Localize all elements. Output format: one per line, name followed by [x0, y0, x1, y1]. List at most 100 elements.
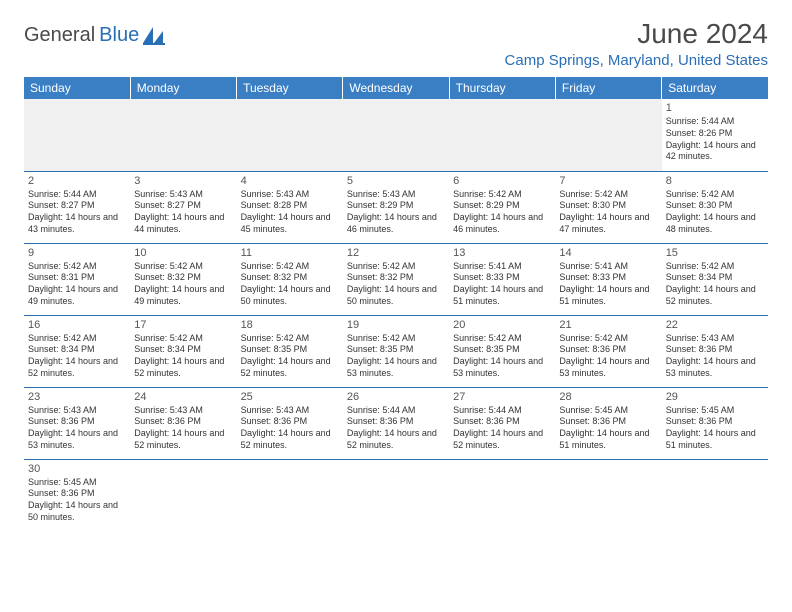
day-details: Sunrise: 5:45 AMSunset: 8:36 PMDaylight:…: [666, 405, 764, 452]
day-number: 16: [28, 318, 126, 332]
day-details: Sunrise: 5:44 AMSunset: 8:36 PMDaylight:…: [347, 405, 445, 452]
calendar-cell: 19Sunrise: 5:42 AMSunset: 8:35 PMDayligh…: [343, 315, 449, 387]
day-number: 20: [453, 318, 551, 332]
calendar-cell-empty: [237, 459, 343, 531]
day-details: Sunrise: 5:43 AMSunset: 8:36 PMDaylight:…: [134, 405, 232, 452]
day-number: 19: [347, 318, 445, 332]
day-details: Sunrise: 5:42 AMSunset: 8:35 PMDaylight:…: [347, 333, 445, 380]
day-details: Sunrise: 5:42 AMSunset: 8:34 PMDaylight:…: [666, 261, 764, 308]
day-details: Sunrise: 5:42 AMSunset: 8:32 PMDaylight:…: [347, 261, 445, 308]
calendar-cell: 3Sunrise: 5:43 AMSunset: 8:27 PMDaylight…: [130, 171, 236, 243]
day-details: Sunrise: 5:42 AMSunset: 8:32 PMDaylight:…: [134, 261, 232, 308]
day-number: 10: [134, 246, 232, 260]
day-details: Sunrise: 5:42 AMSunset: 8:36 PMDaylight:…: [559, 333, 657, 380]
calendar-row: 30Sunrise: 5:45 AMSunset: 8:36 PMDayligh…: [24, 459, 768, 531]
day-number: 26: [347, 390, 445, 404]
calendar-cell: 2Sunrise: 5:44 AMSunset: 8:27 PMDaylight…: [24, 171, 130, 243]
weekday-header: Tuesday: [237, 77, 343, 99]
day-details: Sunrise: 5:43 AMSunset: 8:28 PMDaylight:…: [241, 189, 339, 236]
day-number: 6: [453, 174, 551, 188]
day-details: Sunrise: 5:45 AMSunset: 8:36 PMDaylight:…: [28, 477, 126, 524]
day-number: 22: [666, 318, 764, 332]
calendar-cell: 5Sunrise: 5:43 AMSunset: 8:29 PMDaylight…: [343, 171, 449, 243]
header: GeneralBlue June 2024 Camp Springs, Mary…: [24, 18, 768, 69]
calendar-cell-empty: [130, 99, 236, 171]
calendar-cell: 13Sunrise: 5:41 AMSunset: 8:33 PMDayligh…: [449, 243, 555, 315]
day-details: Sunrise: 5:43 AMSunset: 8:36 PMDaylight:…: [28, 405, 126, 452]
calendar-cell: 27Sunrise: 5:44 AMSunset: 8:36 PMDayligh…: [449, 387, 555, 459]
day-number: 13: [453, 246, 551, 260]
calendar-cell-empty: [449, 99, 555, 171]
calendar-cell: 14Sunrise: 5:41 AMSunset: 8:33 PMDayligh…: [555, 243, 661, 315]
logo-text-blue: Blue: [99, 24, 139, 47]
day-number: 11: [241, 246, 339, 260]
title-block: June 2024 Camp Springs, Maryland, United…: [505, 18, 768, 69]
month-title: June 2024: [505, 18, 768, 50]
calendar-cell: 9Sunrise: 5:42 AMSunset: 8:31 PMDaylight…: [24, 243, 130, 315]
calendar-cell: 25Sunrise: 5:43 AMSunset: 8:36 PMDayligh…: [237, 387, 343, 459]
weekday-header: Wednesday: [343, 77, 449, 99]
day-number: 18: [241, 318, 339, 332]
calendar-cell: 21Sunrise: 5:42 AMSunset: 8:36 PMDayligh…: [555, 315, 661, 387]
day-details: Sunrise: 5:44 AMSunset: 8:27 PMDaylight:…: [28, 189, 126, 236]
calendar-cell-empty: [237, 99, 343, 171]
day-number: 24: [134, 390, 232, 404]
logo: GeneralBlue: [24, 24, 165, 47]
calendar-cell-empty: [24, 99, 130, 171]
calendar-cell: 15Sunrise: 5:42 AMSunset: 8:34 PMDayligh…: [662, 243, 768, 315]
location: Camp Springs, Maryland, United States: [505, 52, 768, 69]
day-details: Sunrise: 5:44 AMSunset: 8:36 PMDaylight:…: [453, 405, 551, 452]
calendar-cell: 8Sunrise: 5:42 AMSunset: 8:30 PMDaylight…: [662, 171, 768, 243]
weekday-header: Monday: [130, 77, 236, 99]
calendar-cell: 22Sunrise: 5:43 AMSunset: 8:36 PMDayligh…: [662, 315, 768, 387]
sail-icon: [143, 27, 165, 45]
day-details: Sunrise: 5:42 AMSunset: 8:35 PMDaylight:…: [453, 333, 551, 380]
day-details: Sunrise: 5:42 AMSunset: 8:35 PMDaylight:…: [241, 333, 339, 380]
day-number: 25: [241, 390, 339, 404]
day-number: 17: [134, 318, 232, 332]
calendar-row: 23Sunrise: 5:43 AMSunset: 8:36 PMDayligh…: [24, 387, 768, 459]
calendar-body: 1Sunrise: 5:44 AMSunset: 8:26 PMDaylight…: [24, 99, 768, 531]
calendar-table: Sunday Monday Tuesday Wednesday Thursday…: [24, 77, 768, 531]
day-number: 28: [559, 390, 657, 404]
day-number: 21: [559, 318, 657, 332]
calendar-cell-empty: [343, 459, 449, 531]
day-number: 29: [666, 390, 764, 404]
logo-text-general: General: [24, 24, 95, 47]
day-number: 3: [134, 174, 232, 188]
day-details: Sunrise: 5:43 AMSunset: 8:27 PMDaylight:…: [134, 189, 232, 236]
calendar-cell: 28Sunrise: 5:45 AMSunset: 8:36 PMDayligh…: [555, 387, 661, 459]
day-details: Sunrise: 5:45 AMSunset: 8:36 PMDaylight:…: [559, 405, 657, 452]
day-number: 5: [347, 174, 445, 188]
calendar-cell-empty: [662, 459, 768, 531]
calendar-cell: 17Sunrise: 5:42 AMSunset: 8:34 PMDayligh…: [130, 315, 236, 387]
day-details: Sunrise: 5:42 AMSunset: 8:29 PMDaylight:…: [453, 189, 551, 236]
calendar-cell: 10Sunrise: 5:42 AMSunset: 8:32 PMDayligh…: [130, 243, 236, 315]
day-number: 7: [559, 174, 657, 188]
day-number: 23: [28, 390, 126, 404]
calendar-cell: 18Sunrise: 5:42 AMSunset: 8:35 PMDayligh…: [237, 315, 343, 387]
day-details: Sunrise: 5:43 AMSunset: 8:36 PMDaylight:…: [241, 405, 339, 452]
day-details: Sunrise: 5:42 AMSunset: 8:34 PMDaylight:…: [28, 333, 126, 380]
calendar-cell: 23Sunrise: 5:43 AMSunset: 8:36 PMDayligh…: [24, 387, 130, 459]
calendar-cell: 12Sunrise: 5:42 AMSunset: 8:32 PMDayligh…: [343, 243, 449, 315]
day-details: Sunrise: 5:42 AMSunset: 8:31 PMDaylight:…: [28, 261, 126, 308]
calendar-cell: 16Sunrise: 5:42 AMSunset: 8:34 PMDayligh…: [24, 315, 130, 387]
day-details: Sunrise: 5:44 AMSunset: 8:26 PMDaylight:…: [666, 116, 764, 163]
day-number: 15: [666, 246, 764, 260]
day-details: Sunrise: 5:42 AMSunset: 8:32 PMDaylight:…: [241, 261, 339, 308]
day-number: 12: [347, 246, 445, 260]
calendar-cell: 4Sunrise: 5:43 AMSunset: 8:28 PMDaylight…: [237, 171, 343, 243]
day-details: Sunrise: 5:43 AMSunset: 8:29 PMDaylight:…: [347, 189, 445, 236]
calendar-cell-empty: [130, 459, 236, 531]
weekday-header-row: Sunday Monday Tuesday Wednesday Thursday…: [24, 77, 768, 99]
day-number: 8: [666, 174, 764, 188]
calendar-cell: 26Sunrise: 5:44 AMSunset: 8:36 PMDayligh…: [343, 387, 449, 459]
day-number: 1: [666, 101, 764, 115]
calendar-cell: 29Sunrise: 5:45 AMSunset: 8:36 PMDayligh…: [662, 387, 768, 459]
day-details: Sunrise: 5:42 AMSunset: 8:30 PMDaylight:…: [666, 189, 764, 236]
day-details: Sunrise: 5:41 AMSunset: 8:33 PMDaylight:…: [559, 261, 657, 308]
calendar-cell-empty: [555, 99, 661, 171]
weekday-header: Thursday: [449, 77, 555, 99]
day-details: Sunrise: 5:43 AMSunset: 8:36 PMDaylight:…: [666, 333, 764, 380]
